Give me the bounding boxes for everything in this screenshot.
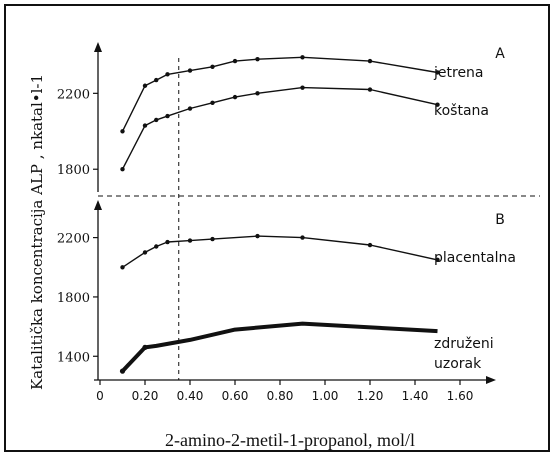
- x-tick-label: 1.20: [357, 389, 384, 403]
- data-point-placentalna: [165, 239, 170, 245]
- data-point-koštana: [165, 113, 170, 119]
- y-tick-label-upper: 1800: [57, 163, 90, 178]
- data-point-placentalna: [435, 257, 440, 263]
- data-point-jetrena: [435, 70, 440, 75]
- y-axis-arrow-upper: [94, 42, 102, 52]
- data-point-koštana: [367, 87, 373, 92]
- series-line-združeni-uzorak: [121, 321, 438, 373]
- y-axis-title: Katalitička koncentracija ALP , nkatal•l…: [28, 74, 46, 390]
- data-point-placentalna: [367, 242, 373, 248]
- data-point-jetrena: [154, 77, 159, 83]
- data-point-jetrena: [210, 64, 215, 69]
- data-point-placentalna: [255, 233, 260, 239]
- data-point-združeni-uzorak: [142, 344, 148, 350]
- y-tick-label-lower: 2200: [57, 232, 90, 247]
- x-tick-label: 0.40: [177, 389, 204, 403]
- y-tick-label-lower: 1800: [57, 291, 90, 306]
- y-tick-label-upper: 2200: [57, 87, 90, 102]
- series-label-združeni-uzorak: uzorak: [434, 356, 482, 372]
- x-axis-arrow: [486, 376, 496, 384]
- figure-border: [4, 4, 550, 452]
- data-point-jetrena: [187, 68, 193, 73]
- data-point-jetrena: [367, 58, 373, 64]
- y-axis-arrow-lower: [94, 200, 102, 210]
- series-layer: [119, 55, 440, 374]
- x-tick-label: 0.20: [132, 389, 159, 403]
- data-point-placentalna: [120, 265, 125, 270]
- data-point-koštana: [120, 167, 125, 172]
- data-point-koštana: [300, 85, 305, 90]
- data-point-koštana: [435, 102, 440, 107]
- x-tick-label: 1.60: [447, 389, 474, 403]
- x-tick-label: 0: [96, 389, 104, 403]
- panel-marker-lower: B: [495, 212, 505, 228]
- data-point-koštana: [232, 94, 238, 100]
- data-point-koštana: [255, 91, 260, 96]
- data-point-placentalna: [154, 244, 159, 249]
- data-point-placentalna: [210, 236, 215, 242]
- series-label-koštana: koštana: [434, 103, 489, 119]
- data-point-koštana: [187, 106, 193, 111]
- series-label-placentalna: placentalna: [434, 250, 516, 266]
- data-point-jetrena: [165, 72, 170, 77]
- data-point-koštana: [210, 100, 215, 106]
- data-point-placentalna: [300, 235, 305, 240]
- data-point-koštana: [142, 123, 148, 128]
- data-point-placentalna: [142, 250, 148, 255]
- x-tick-label: 0.80: [267, 389, 294, 403]
- data-point-jetrena: [120, 129, 125, 134]
- series-label-jetrena: jetrena: [433, 65, 484, 81]
- y-tick-label-lower: 1400: [57, 350, 90, 365]
- data-point-placentalna: [187, 238, 193, 243]
- x-tick-label: 1.00: [312, 389, 339, 403]
- x-tick-label: 1.40: [402, 389, 429, 403]
- data-point-jetrena: [300, 55, 305, 60]
- data-point-združeni-uzorak: [119, 368, 126, 374]
- data-point-jetrena: [142, 83, 148, 88]
- x-tick-label: 0.60: [222, 389, 249, 403]
- data-point-jetrena: [255, 56, 260, 62]
- series-line-placentalna: [122, 235, 438, 268]
- panel-marker-upper: A: [495, 46, 505, 62]
- data-point-koštana: [154, 117, 159, 123]
- series-label-združeni-uzorak: združeni: [434, 336, 494, 352]
- data-point-jetrena: [232, 58, 238, 64]
- series-line-koštana: [121, 86, 438, 170]
- axes-layer: 1800 2200 1400 1800 2200 0 0.20 0.40 0.60 0.80 1.0…: [57, 42, 540, 403]
- x-axis-title: 2-amino-2-metil-1-propanol, mol/l: [165, 430, 415, 450]
